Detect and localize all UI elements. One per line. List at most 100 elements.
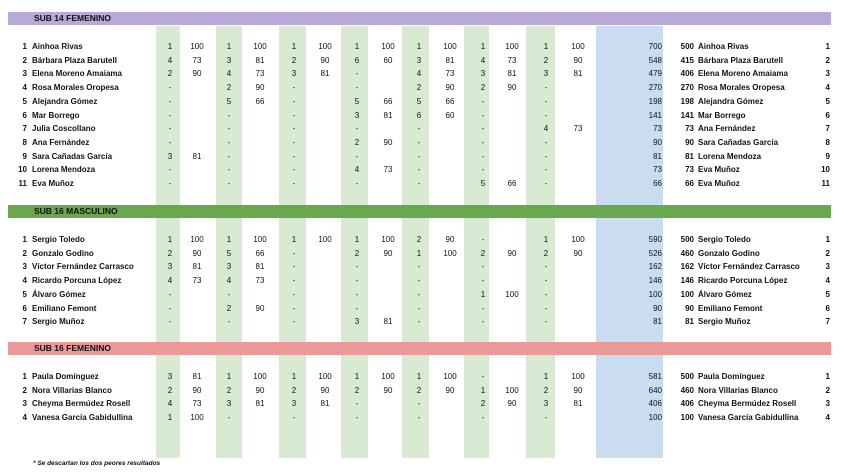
points-cell: 90 [383, 385, 393, 395]
place-cell: 1 [354, 42, 360, 51]
place-cell: - [292, 413, 296, 423]
athlete-name-cell: Elena Moreno Amaiama [32, 69, 122, 79]
section-header: SUB 16 FEMENINO [8, 342, 831, 355]
place-cell: - [544, 165, 548, 175]
place-cell: 3 [291, 69, 297, 79]
place-cell: - [292, 317, 296, 327]
points-cell: 90 [383, 137, 393, 147]
place-cell: 2 [480, 83, 486, 93]
final-score-cell: 460 [680, 248, 694, 258]
place-cell: - [544, 110, 548, 120]
final-score-cell: 100 [680, 289, 694, 299]
points-cell: 100 [190, 413, 204, 423]
place-cell: - [292, 137, 296, 147]
place-cell: 1 [354, 372, 360, 381]
ranked-name-cell: Nora Villarias Blanco [698, 385, 778, 395]
total-points-cell: 548 [648, 55, 662, 65]
place-cell: - [481, 262, 485, 272]
points-cell: 81 [320, 69, 330, 79]
points-cell: 81 [445, 55, 455, 65]
final-score-cell: 73 [685, 165, 694, 175]
rank-cell: 1 [22, 372, 27, 381]
place-cell: - [355, 399, 359, 409]
points-cell: 90 [573, 248, 583, 258]
place-cell: 4 [167, 276, 173, 286]
place-cell: 3 [167, 151, 173, 161]
place-cell: - [227, 289, 231, 299]
final-score-cell: 81 [685, 151, 694, 161]
ranked-name-cell: Álvaro Gómez [698, 289, 752, 299]
total-column-stripe [596, 26, 663, 458]
athlete-name-cell: Ricardo Porcuna López [32, 276, 122, 286]
place-cell: - [544, 276, 548, 286]
place-cell: 2 [354, 248, 360, 258]
rank-cell: 3 [22, 69, 27, 79]
table-row: 1 Paula Domínguez 3 81 1 100 1 100 1 100 1 100 - 1 100… [0, 370, 842, 383]
total-points-cell: 406 [648, 399, 662, 409]
final-rank-cell: 6 [825, 110, 830, 120]
athlete-name-cell: Álvaro Gómez [32, 289, 86, 299]
place-cell: 1 [291, 42, 297, 51]
place-cell: - [355, 124, 359, 134]
place-cell: 1 [167, 42, 173, 51]
final-score-cell: 90 [685, 303, 694, 313]
ranked-name-cell: Lorena Mendoza [698, 151, 762, 161]
table-row: 1 Ainhoa Rivas 1 100 1 100 1 100 1 100 1 100 1 100 1 10… [0, 40, 842, 53]
place-cell: - [544, 303, 548, 313]
table-row: 6 Mar Borrego - - - 3 81 6 60 - - 141 141 Mar Borrego… [0, 109, 842, 122]
points-cell: 90 [320, 55, 330, 65]
points-cell: 90 [445, 83, 455, 93]
athlete-name-cell: Nora Villarias Blanco [32, 385, 112, 395]
place-cell: - [227, 110, 231, 120]
place-cell: - [355, 151, 359, 161]
place-cell: 4 [167, 399, 173, 409]
section-header: SUB 16 MASCULINO [8, 205, 831, 218]
table-row: 2 Nora Villarias Blanco 2 90 2 90 2 90 2 90 2 90 1 10… [0, 384, 842, 397]
points-cell: 90 [507, 399, 517, 409]
points-cell: 100 [253, 372, 267, 381]
total-points-cell: 640 [648, 385, 662, 395]
rank-cell: 4 [22, 276, 27, 286]
place-cell: 2 [416, 385, 422, 395]
place-cell: 4 [416, 69, 422, 79]
points-cell: 73 [192, 276, 202, 286]
place-cell: - [227, 165, 231, 175]
place-cell: - [417, 165, 421, 175]
place-cell: 4 [543, 124, 549, 134]
place-cell: - [168, 179, 172, 188]
place-cell: - [481, 413, 485, 423]
final-score-cell: 500 [680, 235, 694, 244]
place-cell: - [481, 165, 485, 175]
place-cell: - [544, 137, 548, 147]
points-cell: 66 [445, 96, 455, 106]
points-cell: 81 [573, 69, 583, 79]
athlete-name-cell: Vanesa García Gabidullina [32, 413, 133, 423]
place-cell: 2 [167, 69, 173, 79]
place-cell: - [355, 69, 359, 79]
final-rank-cell: 3 [825, 399, 830, 409]
place-cell: 3 [543, 69, 549, 79]
place-cell: - [355, 289, 359, 299]
place-cell: 1 [226, 372, 232, 381]
points-cell: 90 [445, 235, 455, 244]
place-cell: 5 [416, 96, 422, 106]
place-cell: - [544, 262, 548, 272]
place-cell: 1 [291, 372, 297, 381]
place-cell: 5 [480, 179, 486, 188]
ranked-name-cell: Ricardo Porcuna López [698, 276, 788, 286]
athlete-name-cell: Eva Muñoz [32, 179, 74, 188]
place-cell: - [355, 179, 359, 188]
rank-cell: 9 [22, 151, 27, 161]
athlete-name-cell: Sergio Toledo [32, 235, 85, 244]
total-points-cell: 590 [648, 235, 662, 244]
points-cell: 81 [573, 399, 583, 409]
points-cell: 100 [253, 235, 267, 244]
total-points-cell: 162 [648, 262, 662, 272]
total-points-cell: 90 [653, 137, 662, 147]
final-score-cell: 162 [680, 262, 694, 272]
final-score-cell: 270 [680, 83, 694, 93]
table-row: 7 Sergio Muñoz - - - 3 81 - - - 81 81 Sergio Muñoz 7 [0, 315, 842, 328]
ranked-name-cell: Gonzalo Godino [698, 248, 760, 258]
athlete-name-cell: Julia Coscollano [32, 124, 96, 134]
points-cell: 66 [255, 248, 265, 258]
